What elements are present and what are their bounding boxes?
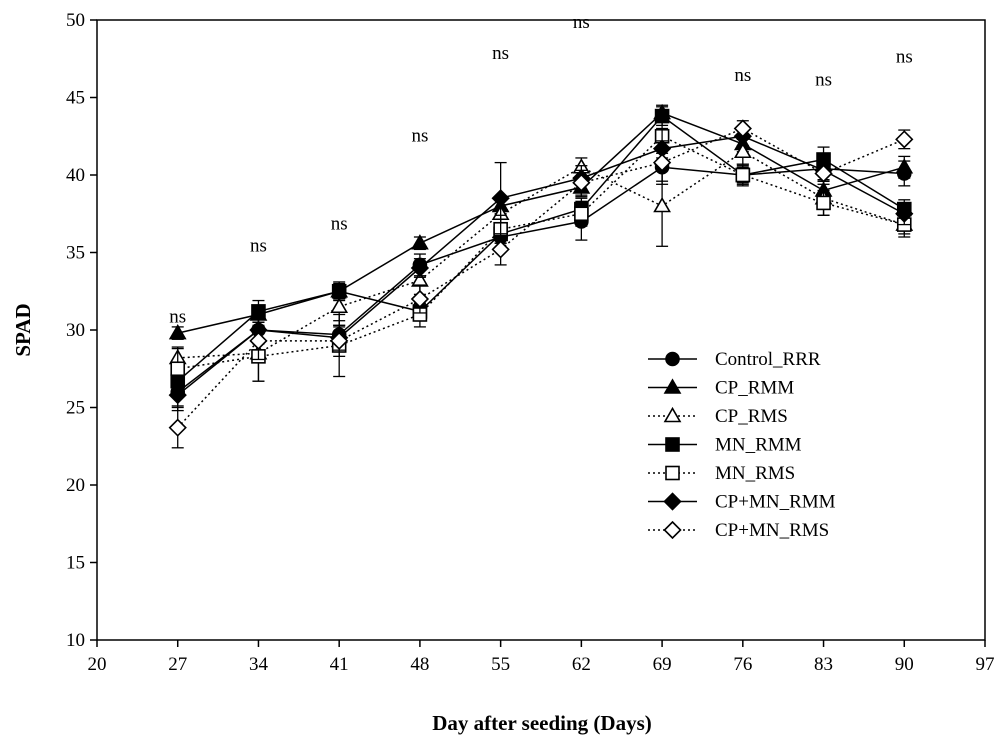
significance-label: ns bbox=[250, 235, 267, 256]
significance-annotations: nsnsnsnsnsnsnsnsnsns bbox=[169, 12, 913, 328]
series-mn-rms bbox=[170, 113, 912, 390]
data-point-cp-rmm bbox=[895, 158, 914, 174]
data-point-cp-mn-rmm bbox=[410, 258, 430, 278]
x-axis-title: Day after seeding (Days) bbox=[432, 711, 652, 735]
legend-label: CP_RMM bbox=[715, 378, 794, 399]
y-tick-label: 15 bbox=[66, 553, 85, 574]
data-point-cp-mn-rms bbox=[572, 173, 591, 192]
axes: 20 27 34 41 48 55 62 69 76 83 90 97 10 15 20 25 30 35 40 45… bbox=[66, 10, 995, 675]
legend-marker bbox=[665, 465, 680, 481]
significance-label: ns bbox=[169, 307, 186, 328]
legend-label: MN_RMS bbox=[715, 463, 795, 484]
data-point-cp-mn-rms bbox=[733, 119, 752, 138]
data-point-cp-rms bbox=[330, 297, 349, 314]
x-tick-label: 55 bbox=[491, 654, 510, 675]
series-line-control-rrr bbox=[177, 166, 905, 393]
y-tick-label: 50 bbox=[66, 10, 85, 31]
x-tick-label: 62 bbox=[572, 654, 591, 675]
legend-marker bbox=[665, 351, 680, 367]
data-point-cp-mn-rms bbox=[168, 418, 187, 437]
data-point-mn-rms bbox=[816, 195, 831, 211]
legend-entry-cp-rms: CP_RMS bbox=[648, 406, 788, 427]
legend-marker bbox=[663, 520, 682, 540]
significance-label: ns bbox=[492, 43, 509, 64]
legend-entry-mn-rms: MN_RMS bbox=[648, 463, 795, 484]
legend-entry-cp-mn-rmm: CP+MN_RMM bbox=[648, 492, 836, 513]
y-tick-label: 40 bbox=[66, 165, 85, 186]
legend-entry-mn-rmm: MN_RMM bbox=[648, 435, 802, 456]
series-line-cp-mn-rms bbox=[177, 127, 905, 429]
legend-entry-cp-mn-rms: CP+MN_RMS bbox=[648, 520, 829, 541]
legend-marker bbox=[663, 492, 682, 511]
significance-label: ns bbox=[815, 70, 832, 91]
x-tick-label: 76 bbox=[733, 654, 752, 675]
x-tick-label: 41 bbox=[330, 654, 349, 675]
x-tick-label: 48 bbox=[410, 654, 429, 675]
data-point-mn-rms bbox=[574, 206, 589, 222]
legend-label: CP+MN_RMM bbox=[715, 492, 836, 513]
significance-label: ns bbox=[331, 214, 348, 235]
x-tick-label: 20 bbox=[88, 654, 107, 675]
legend: Control_RRR CP_RMM CP_RMS MN_RMM MN_RMS CP+MN… bbox=[648, 349, 836, 541]
y-tick-label: 45 bbox=[66, 88, 85, 109]
legend-marker bbox=[663, 406, 682, 423]
data-point-cp-mn-rms bbox=[491, 240, 510, 259]
data-point-cp-mn-rms bbox=[814, 164, 833, 183]
data-point-cp-mn-rms bbox=[895, 130, 914, 149]
y-tick-label: 10 bbox=[66, 630, 85, 651]
data-point-cp-mn-rms bbox=[652, 153, 672, 172]
significance-label: ns bbox=[896, 46, 913, 67]
data-point-cp-mn-rmm bbox=[168, 385, 187, 405]
legend-label: CP+MN_RMS bbox=[715, 520, 829, 541]
y-tick-label: 35 bbox=[66, 243, 85, 264]
data-point-cp-rmm bbox=[411, 234, 429, 250]
x-tick-label: 90 bbox=[895, 654, 914, 675]
legend-label: CP_RMS bbox=[715, 406, 788, 427]
y-axis-title: SPAD bbox=[11, 303, 35, 356]
data-point-mn-rms bbox=[170, 361, 186, 377]
series-line-cp-rmm bbox=[177, 112, 905, 334]
series-line-cp-mn-rmm bbox=[177, 135, 905, 396]
data-point-cp-mn-rms bbox=[249, 331, 268, 350]
data-point-cp-mn-rms bbox=[330, 331, 349, 350]
significance-label: ns bbox=[734, 65, 751, 86]
data-point-mn-rmm bbox=[331, 283, 347, 299]
data-point-cp-mn-rmm bbox=[491, 189, 510, 208]
series-cp-rms bbox=[168, 138, 914, 382]
significance-label: ns bbox=[411, 125, 428, 146]
series-layer bbox=[168, 103, 914, 449]
series-line-mn-rmm bbox=[177, 115, 905, 382]
data-point-cp-mn-rmm bbox=[895, 204, 914, 223]
legend-entry-control-rrr: Control_RRR bbox=[648, 349, 821, 370]
data-point-mn-rms bbox=[735, 167, 751, 183]
data-point-cp-rms bbox=[653, 196, 671, 213]
plot-frame bbox=[96, 19, 986, 641]
legend-label: MN_RMM bbox=[715, 435, 802, 456]
x-tick-label: 69 bbox=[653, 654, 672, 675]
legend-entry-cp-rmm: CP_RMM bbox=[648, 378, 794, 399]
y-tick-label: 30 bbox=[66, 320, 85, 341]
significance-label: ns bbox=[573, 12, 590, 33]
x-tick-label: 97 bbox=[976, 654, 995, 675]
y-tick-label: 25 bbox=[66, 398, 85, 419]
x-tick-label: 27 bbox=[168, 654, 187, 675]
y-tick-label: 20 bbox=[66, 475, 85, 496]
x-tick-label: 34 bbox=[249, 654, 269, 675]
series-line-cp-rms bbox=[177, 150, 905, 359]
data-point-cp-mn-rms bbox=[410, 289, 430, 309]
data-point-cp-rmm bbox=[168, 323, 187, 340]
x-tick-label: 83 bbox=[814, 654, 833, 675]
data-point-cp-rms bbox=[733, 142, 752, 159]
legend-label: Control_RRR bbox=[715, 349, 821, 370]
series-cp-mn-rms bbox=[168, 119, 914, 449]
legend-marker bbox=[663, 378, 682, 394]
legend-marker bbox=[665, 437, 680, 452]
